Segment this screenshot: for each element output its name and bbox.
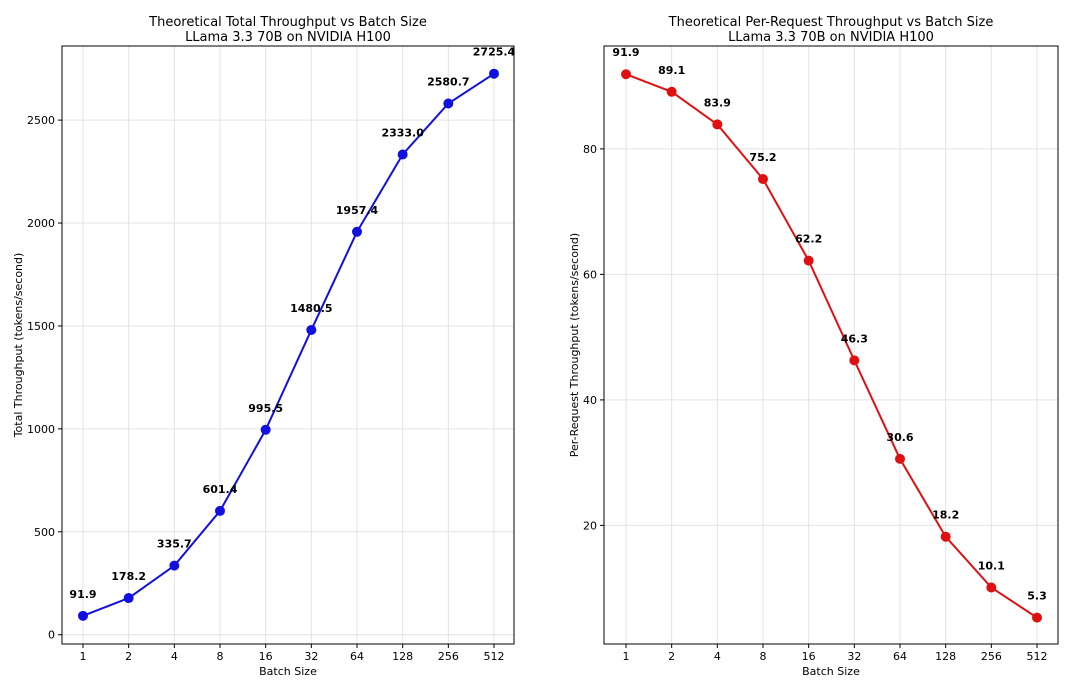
x-tick-label: 64	[893, 650, 907, 663]
grid-lines	[604, 46, 1058, 644]
data-label: 75.2	[749, 151, 776, 164]
data-label: 18.2	[932, 509, 959, 522]
data-label: 2725.4	[473, 46, 516, 59]
y-tick-label: 1000	[27, 423, 55, 436]
x-axis-ticks: 1 2 4 8 16 32 64 128 256 512	[623, 644, 1048, 663]
data-label: 91.9	[69, 588, 96, 601]
x-tick-label: 32	[304, 650, 318, 663]
x-tick-label: 8	[760, 650, 767, 663]
x-tick-label: 4	[714, 650, 721, 663]
data-point	[260, 424, 271, 435]
x-tick-label: 4	[171, 650, 178, 663]
x-tick-label: 512	[484, 650, 505, 663]
data-label: 5.3	[1027, 590, 1047, 603]
y-tick-label: 20	[583, 519, 597, 532]
data-point	[78, 610, 88, 621]
data-label: 1480.5	[290, 302, 332, 315]
chart-subtitle: LLama 3.3 70B on NVIDIA H100	[728, 30, 934, 45]
series-line	[625, 73, 1038, 619]
data-point	[849, 355, 860, 366]
x-tick-label: 1	[80, 650, 87, 663]
data-label: 2333.0	[381, 126, 424, 139]
data-label: 62.2	[795, 233, 822, 246]
data-point	[169, 560, 180, 571]
x-tick-label: 256	[438, 650, 459, 663]
x-tick-label: 8	[217, 650, 224, 663]
data-label: 46.3	[841, 332, 868, 345]
data-label: 83.9	[704, 96, 731, 109]
series-line	[82, 72, 495, 617]
data-label: 2580.7	[427, 75, 469, 88]
chart-title: Theoretical Total Throughput vs Batch Si…	[148, 15, 427, 30]
data-point	[986, 582, 997, 593]
per-request-throughput-chart: Theoretical Per-Request Throughput vs Ba…	[568, 15, 1059, 678]
data-point	[621, 69, 631, 80]
y-axis-label: Per-Request Throughput (tokens/second)	[568, 233, 581, 457]
data-points	[621, 69, 1042, 623]
data-point	[1032, 612, 1042, 623]
chart-title: Theoretical Per-Request Throughput vs Ba…	[668, 15, 994, 30]
x-tick-label: 2	[668, 650, 675, 663]
y-tick-label: 2500	[27, 114, 55, 127]
data-point	[443, 98, 454, 109]
data-points	[78, 68, 499, 621]
data-point	[895, 453, 905, 464]
data-label: 91.9	[612, 46, 639, 59]
y-tick-label: 500	[34, 526, 55, 539]
x-tick-label: 512	[1027, 650, 1048, 663]
y-axis-ticks: 0 500 1000 1500 2000 2500	[27, 114, 62, 642]
y-tick-label: 60	[583, 268, 597, 281]
plot-frame	[61, 45, 515, 645]
data-label: 10.1	[978, 560, 1005, 573]
data-point	[352, 226, 362, 237]
x-tick-label: 128	[392, 650, 413, 663]
data-point	[306, 324, 317, 335]
data-point	[758, 174, 768, 185]
y-tick-label: 40	[583, 394, 597, 407]
series-polyline	[625, 73, 1038, 619]
y-tick-label: 2000	[27, 217, 55, 230]
y-tick-label: 0	[48, 629, 55, 642]
x-tick-label: 2	[125, 650, 132, 663]
data-point	[712, 119, 723, 130]
x-tick-label: 128	[935, 650, 956, 663]
chart-subtitle: LLama 3.3 70B on NVIDIA H100	[185, 30, 391, 45]
x-tick-label: 32	[847, 650, 861, 663]
data-point	[940, 531, 951, 542]
total-throughput-chart: Theoretical Total Throughput vs Batch Si…	[12, 15, 516, 678]
x-axis-label: Batch Size	[802, 665, 860, 678]
data-label: 995.5	[248, 402, 283, 415]
y-axis-label: Total Throughput (tokens/second)	[12, 253, 25, 439]
data-labels: 91.9 89.1 83.9 75.2 62.2 46.3 30.6 18.2 10.1 5.3	[612, 46, 1046, 602]
x-axis-ticks: 1 2 4 8 16 32 64 128 256 512	[80, 644, 505, 663]
y-axis-ticks: 20 40 60 80	[583, 143, 604, 532]
data-label: 335.7	[157, 538, 192, 551]
data-point	[215, 505, 225, 516]
x-tick-label: 16	[802, 650, 816, 663]
x-tick-label: 256	[981, 650, 1002, 663]
y-tick-label: 80	[583, 143, 597, 156]
data-point	[397, 149, 408, 160]
y-tick-label: 1500	[27, 320, 55, 333]
grid-lines	[62, 46, 514, 644]
data-label: 601.4	[203, 483, 238, 496]
series-polyline	[82, 72, 495, 617]
data-label: 30.6	[886, 431, 913, 444]
data-point	[489, 68, 499, 79]
data-label: 178.2	[111, 570, 146, 583]
data-point	[803, 255, 814, 266]
data-label: 89.1	[658, 64, 685, 77]
x-tick-label: 1	[623, 650, 630, 663]
x-tick-label: 64	[350, 650, 364, 663]
x-axis-label: Batch Size	[259, 665, 317, 678]
data-label: 1957.4	[336, 204, 379, 217]
data-point	[123, 593, 134, 604]
plot-frame	[603, 45, 1059, 645]
data-labels: 91.9 178.2 335.7 601.4 995.5 1480.5 1957.4 2333…	[69, 46, 515, 601]
x-tick-label: 16	[259, 650, 273, 663]
data-point	[666, 86, 677, 97]
